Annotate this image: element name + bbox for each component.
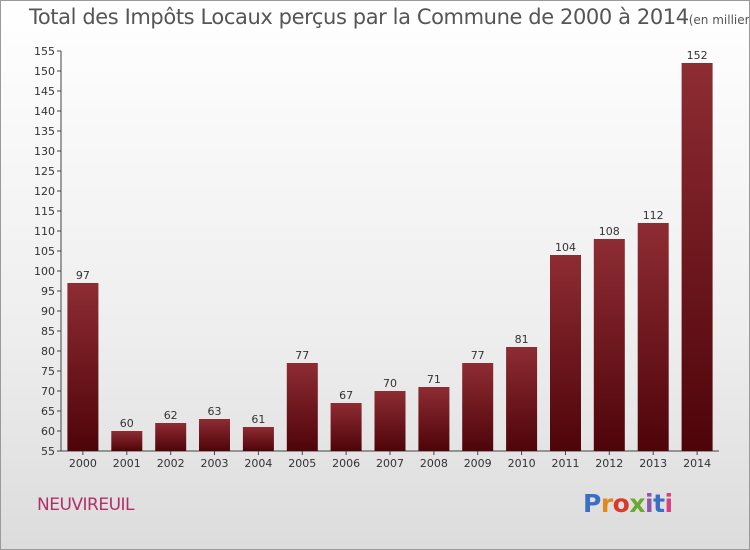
x-tick-label: 2000 <box>69 457 97 470</box>
y-tick-label: 120 <box>34 185 55 198</box>
y-tick-label: 100 <box>34 265 55 278</box>
y-tick-label: 75 <box>41 365 55 378</box>
y-tick-label: 115 <box>34 205 55 218</box>
bar-2010 <box>506 347 538 451</box>
y-tick-label: 65 <box>41 405 55 418</box>
logo-letter: o <box>612 489 630 518</box>
x-tick-label: 2001 <box>113 457 141 470</box>
x-tick-label: 2014 <box>683 457 711 470</box>
x-tick-label: 2002 <box>157 457 185 470</box>
logo-letter: r <box>600 489 613 518</box>
chart-title: Total des Impôts Locaux perçus par la Co… <box>29 5 750 29</box>
bar-value-label: 77 <box>471 349 485 362</box>
bar-2006 <box>330 403 362 451</box>
bar-2012 <box>593 239 625 451</box>
title-unit: (en milliers d'€) <box>688 13 750 27</box>
bar-value-label: 104 <box>555 241 576 254</box>
bar-value-label: 60 <box>120 417 134 430</box>
x-tick-label: 2013 <box>639 457 667 470</box>
bar-2003 <box>199 419 230 451</box>
y-tick-label: 60 <box>41 425 55 438</box>
bar-value-label: 77 <box>295 349 309 362</box>
y-tick-label: 70 <box>41 385 55 398</box>
y-tick-label: 140 <box>34 105 55 118</box>
x-tick-label: 2007 <box>376 457 404 470</box>
bar-2001 <box>111 431 143 451</box>
logo-letter: t <box>653 489 665 518</box>
x-tick-label: 2005 <box>288 457 316 470</box>
bar-2005 <box>286 363 318 451</box>
title-text: Total des Impôts Locaux perçus par la Co… <box>29 5 689 29</box>
logo-letter: x <box>629 489 645 518</box>
bar-2011 <box>550 255 581 451</box>
y-tick-label: 55 <box>41 445 55 458</box>
x-tick-label: 2011 <box>552 457 580 470</box>
y-tick-label: 90 <box>41 305 55 318</box>
bar-value-label: 97 <box>76 269 90 282</box>
bar-2002 <box>155 423 187 451</box>
commune-name: NEUVIREUIL <box>37 495 135 515</box>
bar-value-label: 63 <box>208 405 222 418</box>
bar-value-label: 67 <box>339 389 353 402</box>
y-tick-label: 110 <box>34 225 55 238</box>
bar-2008 <box>418 387 450 451</box>
bar-value-label: 71 <box>427 373 441 386</box>
y-tick-label: 145 <box>34 85 55 98</box>
x-tick-label: 2003 <box>201 457 229 470</box>
bar-2004 <box>242 427 274 451</box>
y-tick-label: 130 <box>34 145 55 158</box>
x-tick-label: 2010 <box>508 457 536 470</box>
x-tick-label: 2008 <box>420 457 448 470</box>
x-tick-label: 2012 <box>595 457 623 470</box>
bar-value-label: 81 <box>515 333 529 346</box>
x-tick-label: 2004 <box>244 457 272 470</box>
proxiti-logo[interactable]: Proxiti <box>583 489 673 518</box>
bar-value-label: 62 <box>164 409 178 422</box>
bar-2009 <box>462 363 494 451</box>
bar-2013 <box>637 223 669 451</box>
y-tick-label: 135 <box>34 125 55 138</box>
y-tick-label: 155 <box>34 45 55 58</box>
bar-value-label: 152 <box>687 49 708 62</box>
y-tick-label: 125 <box>34 165 55 178</box>
logo-letter: P <box>583 489 601 518</box>
x-tick-label: 2006 <box>332 457 360 470</box>
y-tick-label: 105 <box>34 245 55 258</box>
bar-2014 <box>681 63 713 451</box>
bar-value-label: 108 <box>599 225 620 238</box>
y-tick-label: 80 <box>41 345 55 358</box>
logo-letter: i <box>645 489 654 518</box>
bar-value-label: 61 <box>251 413 265 426</box>
bar-value-label: 112 <box>643 209 664 222</box>
bar-2007 <box>374 391 406 451</box>
y-tick-label: 95 <box>41 285 55 298</box>
y-tick-label: 150 <box>34 65 55 78</box>
y-tick-label: 85 <box>41 325 55 338</box>
bar-value-label: 70 <box>383 377 397 390</box>
x-tick-label: 2009 <box>464 457 492 470</box>
bar-2000 <box>67 283 99 451</box>
logo-letter: i <box>664 489 674 518</box>
